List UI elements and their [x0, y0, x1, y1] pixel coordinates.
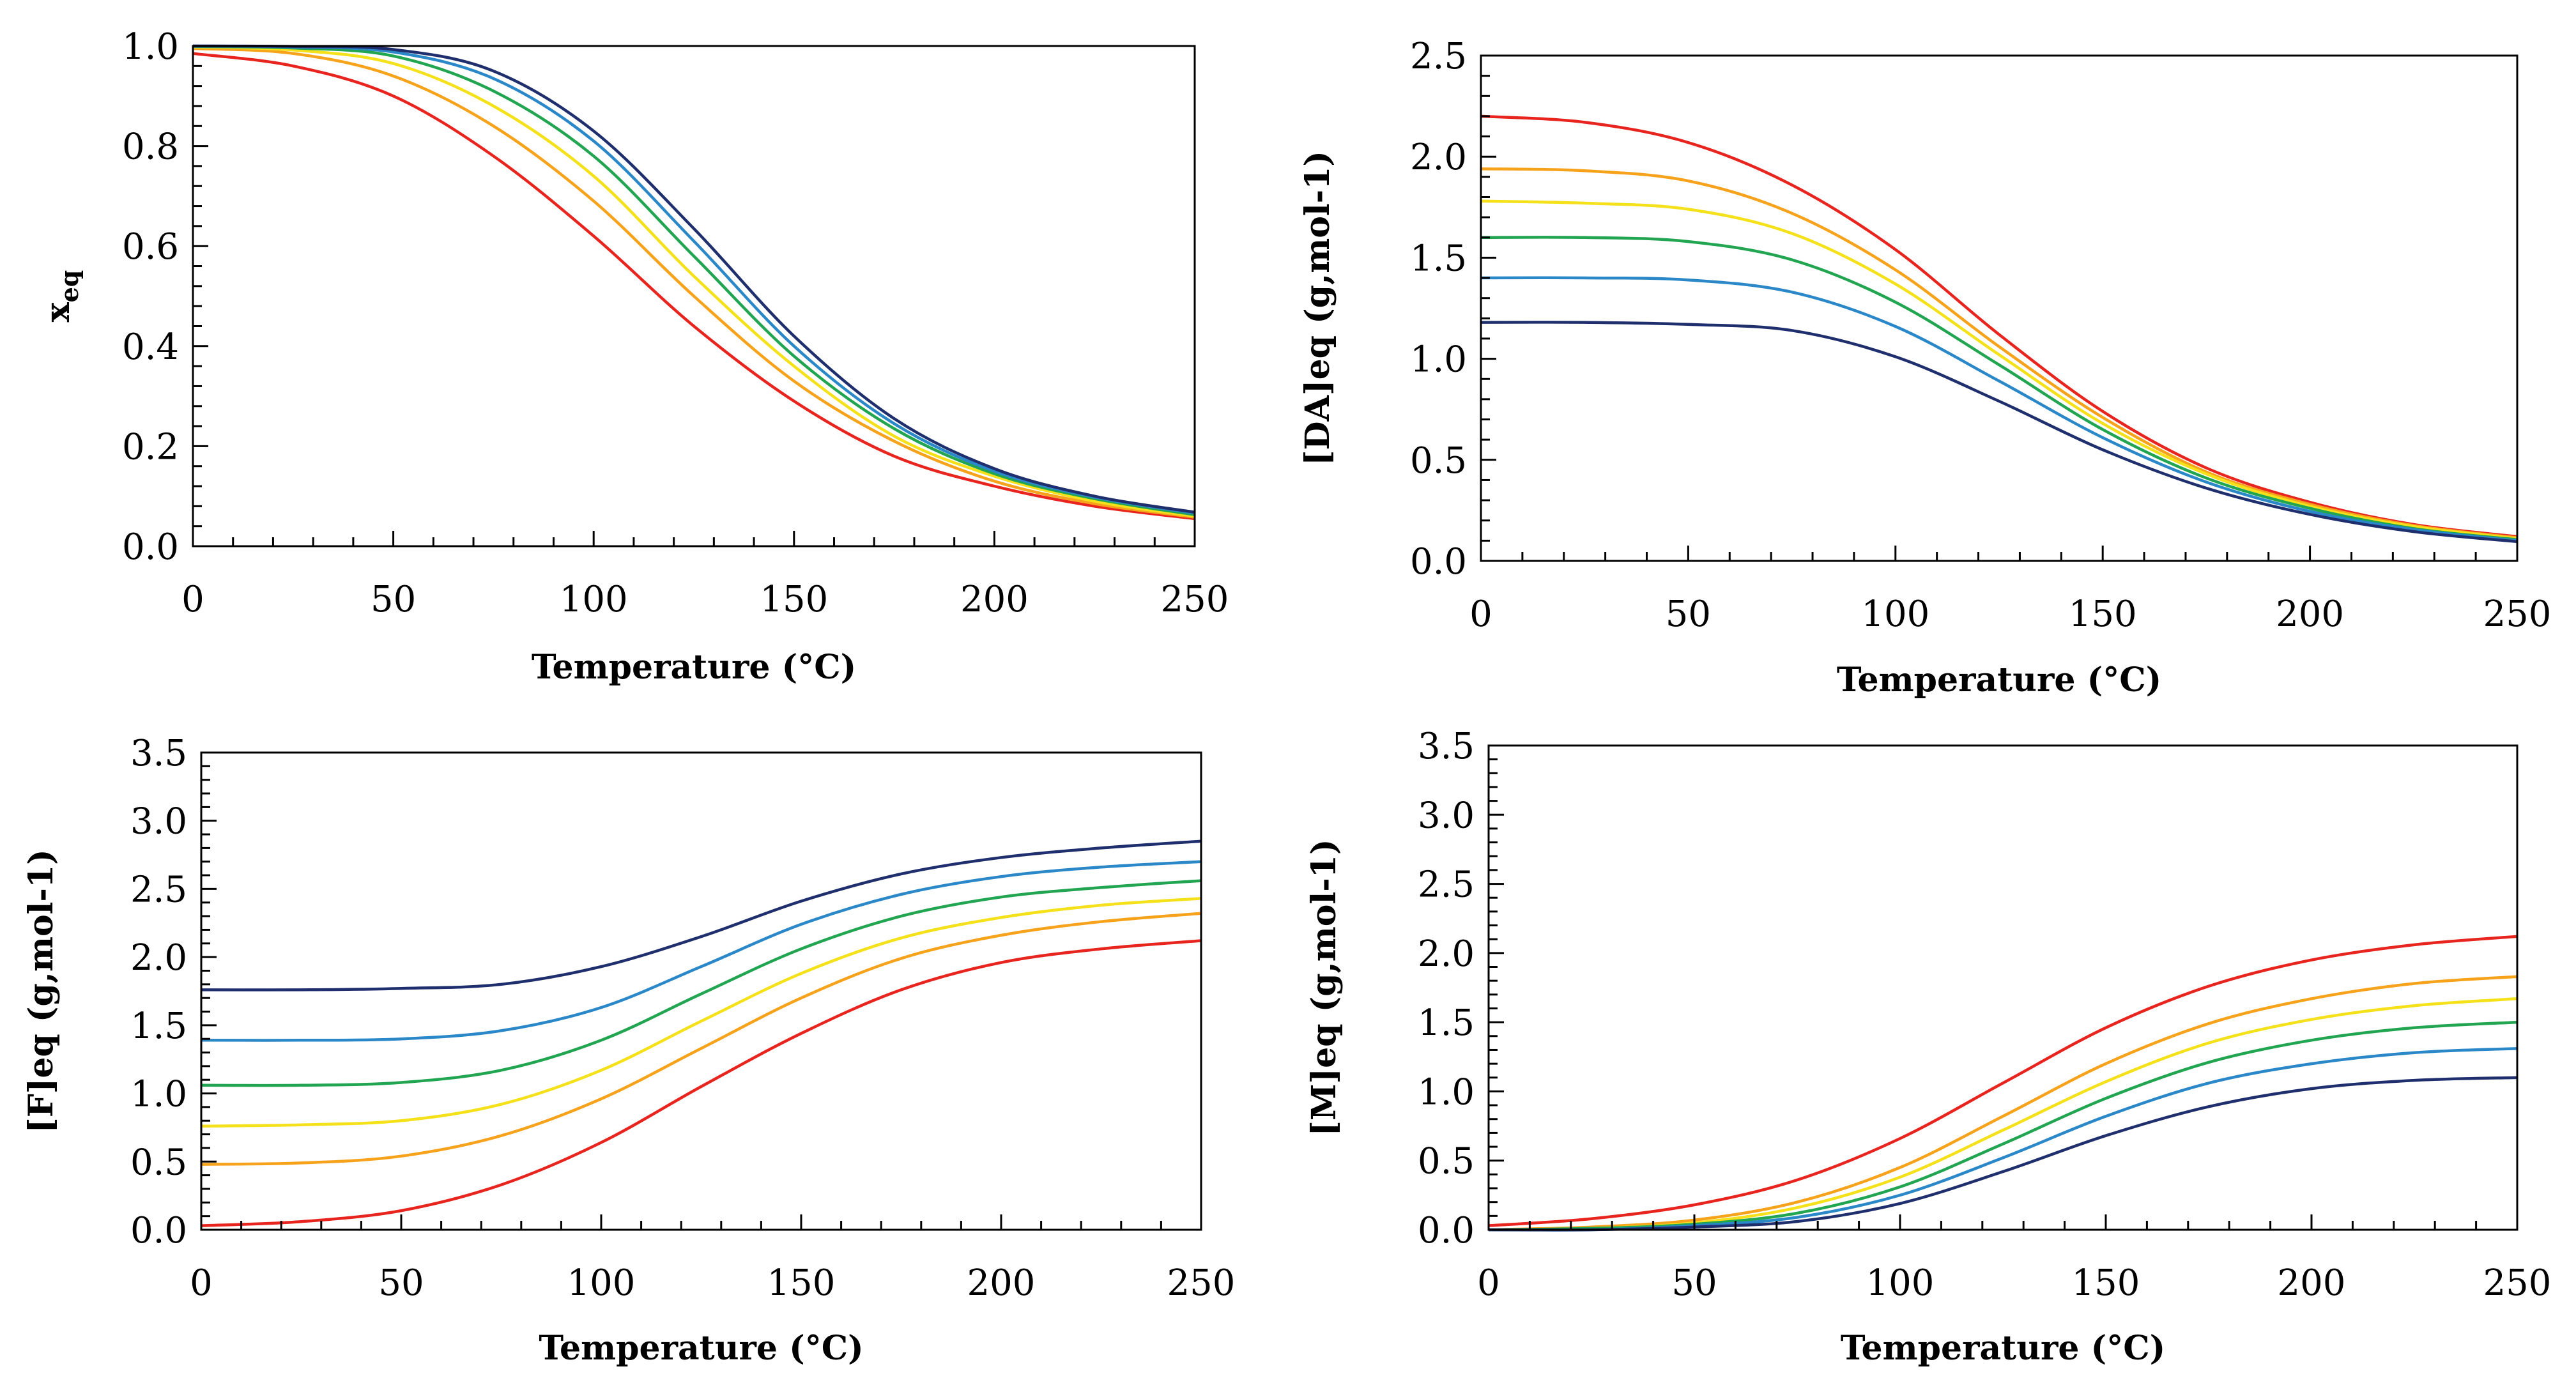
y-tick-label: 0.4	[122, 326, 179, 368]
y-tick-label: 1.0	[122, 26, 179, 68]
series-line-1	[192, 52, 1195, 521]
y-tick-label: 2.5	[1418, 864, 1475, 906]
series-line-3	[201, 897, 1202, 1128]
y-tick-label: 0.0	[122, 526, 179, 568]
x-tick-label: 200	[967, 1262, 1036, 1304]
x-tick-label: 200	[2278, 1262, 2346, 1304]
series-line-6	[192, 44, 1195, 514]
x-axis-title: Temperature (°C)	[532, 648, 856, 687]
y-tick-label: 0.2	[122, 426, 179, 468]
y-tick-label: 3.0	[1418, 795, 1475, 836]
y-axis-title: xeq	[38, 270, 84, 323]
y-tick-label: 0.5	[1418, 1141, 1475, 1182]
x-tick-label: 0	[1477, 1262, 1500, 1304]
x-tick-label: 250	[2483, 593, 2552, 635]
y-tick-label: 2.0	[1410, 137, 1467, 178]
y-tick-label: 3.5	[130, 733, 187, 774]
y-tick-label: 0.8	[122, 126, 179, 168]
y-tick-label: 0.5	[1410, 440, 1467, 482]
series-group	[1480, 114, 2518, 544]
y-tick-label: 2.5	[130, 869, 187, 910]
y-tick-label: 2.5	[1410, 36, 1467, 77]
x-tick-label: 150	[2072, 1262, 2140, 1304]
x-tick-label: 150	[767, 1262, 836, 1304]
y-tick-label: 1.0	[1418, 1071, 1475, 1113]
series-line-3	[1480, 199, 2518, 540]
series-line-4	[1480, 236, 2518, 542]
series-line-1	[1480, 114, 2518, 539]
x-tick-label: 100	[1861, 593, 1929, 635]
series-line-4	[1488, 1020, 2518, 1232]
x-axis-title: Temperature (°C)	[1841, 1329, 2165, 1368]
plot-frame	[1487, 744, 2518, 1231]
y-axis-title: [M]eq (g,mol-1)	[1305, 839, 1344, 1136]
x-tick-label: 100	[560, 579, 628, 620]
series-line-5	[192, 44, 1195, 515]
panel-f: 0 50 100 150 200 250 0.0 0.5 1.0 1.5 2.0 2.5 3.0 3.5 T…	[22, 733, 1235, 1368]
y-axis-title-subscript: eq	[55, 270, 84, 303]
series-line-2	[1488, 975, 2518, 1232]
x-axis-title: Temperature (°C)	[539, 1329, 863, 1368]
y-axis-title: [F]eq (g,mol-1)	[22, 849, 61, 1133]
y-axis-title: [DA]eq (g,mol-1)	[1298, 151, 1337, 466]
plot-frame	[1480, 54, 2518, 562]
x-tick-label: 0	[181, 579, 204, 620]
y-tick-label: 0.0	[130, 1210, 187, 1251]
panel-da: 0 50 100 150 200 250 0.0 0.5 1.0 1.5 2.0 2.5 Tempera…	[1298, 36, 2551, 700]
y-tick-label: 0.0	[1410, 541, 1467, 583]
x-tick-label: 250	[1161, 579, 1229, 620]
x-tick-label: 200	[2276, 593, 2344, 635]
y-tick-label: 3.0	[130, 801, 187, 843]
series-line-5	[1488, 1047, 2518, 1232]
series-line-5	[201, 860, 1202, 1042]
x-tick-label: 200	[960, 579, 1029, 620]
x-tick-label: 100	[1866, 1262, 1935, 1304]
x-axis-title: Temperature (°C)	[1837, 661, 2161, 700]
x-tick-label: 0	[190, 1262, 213, 1304]
y-tick-label: 1.0	[1410, 339, 1467, 381]
x-tick-label: 0	[1469, 593, 1492, 635]
y-tick-label: 0.6	[122, 226, 179, 268]
series-line-1	[1488, 935, 2518, 1227]
plot-frame	[192, 45, 1196, 547]
y-tick-label: 0.0	[1418, 1210, 1475, 1251]
series-line-2	[192, 47, 1195, 519]
x-tick-label: 250	[1167, 1262, 1236, 1304]
series-line-5	[1480, 276, 2518, 542]
series-line-1	[201, 939, 1202, 1227]
series-line-2	[201, 912, 1202, 1166]
x-tick-label: 50	[1666, 593, 1711, 635]
y-tick-label: 1.0	[130, 1074, 187, 1115]
y-tick-label: 2.0	[1418, 933, 1475, 975]
y-axis-title-main: x	[38, 302, 77, 322]
y-tick-label: 2.0	[130, 937, 187, 979]
x-tick-label: 250	[2483, 1262, 2552, 1304]
series-group	[192, 44, 1195, 521]
series-line-2	[1480, 167, 2518, 539]
y-tick-label: 1.5	[130, 1006, 187, 1047]
y-tick-label: 1.5	[1410, 238, 1467, 279]
plot-frame	[200, 751, 1202, 1231]
panel-m: 0 50 100 150 200 250 0.0 0.5 1.0 1.5 2.0 2.5 3.0 3.5 T…	[1305, 726, 2551, 1368]
y-tick-label: 0.5	[130, 1142, 187, 1183]
x-tick-label: 150	[2069, 593, 2137, 635]
series-line-6	[1488, 1076, 2518, 1232]
panel-xeq: 0 50 100 150 200 250 0.0 0.2 0.4 0.6 0.8 1.0 Tempera…	[38, 26, 1229, 687]
y-tick-label: 1.5	[1418, 1002, 1475, 1044]
series-line-6	[1480, 321, 2518, 544]
x-tick-label: 150	[760, 579, 828, 620]
x-tick-label: 50	[1671, 1262, 1717, 1304]
series-group	[1488, 935, 2518, 1232]
y-tick-label: 3.5	[1418, 726, 1475, 767]
x-tick-label: 100	[567, 1262, 636, 1304]
x-tick-label: 50	[371, 579, 416, 620]
series-group	[201, 839, 1202, 1227]
series-line-4	[192, 45, 1195, 516]
series-line-3	[192, 45, 1195, 518]
x-tick-label: 50	[378, 1262, 424, 1304]
series-line-4	[201, 879, 1202, 1087]
series-line-6	[201, 839, 1202, 991]
